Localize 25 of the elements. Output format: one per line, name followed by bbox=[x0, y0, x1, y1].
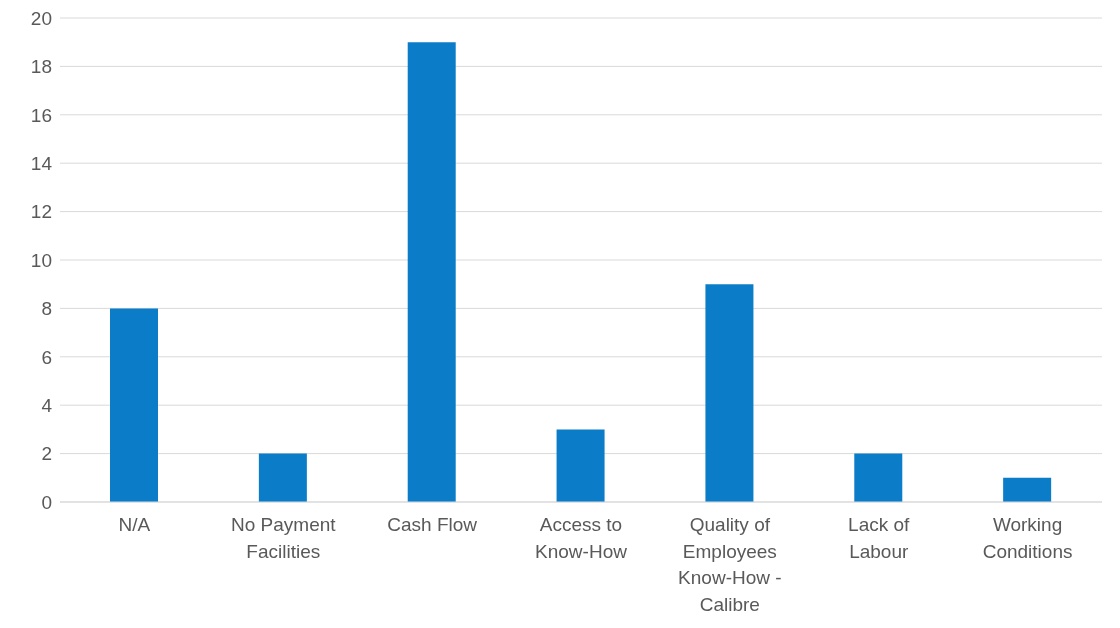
y-tick-label: 6 bbox=[41, 346, 52, 368]
y-tick-label: 10 bbox=[30, 249, 52, 271]
y-tick-label: 16 bbox=[30, 104, 52, 126]
x-tick-label: Cash Flow bbox=[387, 514, 478, 536]
x-tick-label: Access to Know-How bbox=[535, 514, 628, 562]
y-tick-label: 0 bbox=[41, 491, 52, 513]
bar bbox=[705, 284, 754, 502]
x-tick-label: No Payment Facilities bbox=[231, 514, 337, 562]
bar bbox=[258, 453, 307, 502]
x-tick-label: Lack of Labour bbox=[848, 514, 911, 562]
x-tick-label: Working Conditions bbox=[982, 514, 1073, 562]
bar bbox=[110, 308, 158, 502]
y-tick-label: 14 bbox=[30, 152, 53, 174]
y-tick-label: 4 bbox=[41, 394, 53, 416]
x-tick-label: N/A bbox=[118, 514, 151, 536]
bar bbox=[407, 42, 456, 502]
y-tick-label: 20 bbox=[30, 7, 52, 29]
bar bbox=[556, 429, 605, 502]
y-tick-label: 18 bbox=[30, 56, 52, 78]
bar bbox=[1003, 477, 1052, 502]
y-tick-label: 2 bbox=[41, 443, 52, 465]
y-tick-label: 8 bbox=[41, 298, 52, 320]
x-tick-label: Quality of Employees Know-How - Calibre bbox=[678, 514, 782, 615]
bar bbox=[854, 453, 903, 502]
y-tick-label: 12 bbox=[30, 201, 52, 223]
